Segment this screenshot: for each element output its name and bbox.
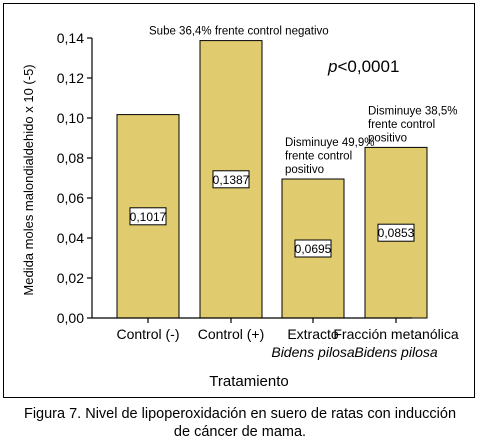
caption-line-2: de cáncer de mama. — [173, 424, 307, 440]
annotations: Sube 36,4% frente control negativo Dismin… — [149, 26, 457, 176]
y-tick-label: 0,04 — [57, 230, 84, 246]
data-label: 0,0853 — [378, 226, 415, 240]
data-label: 0,0695 — [295, 242, 332, 256]
bar-chart: 0,000,020,040,060,080,100,120,14 0,10170… — [21, 26, 459, 390]
y-tick-label: 0,08 — [57, 150, 84, 166]
x-axis: Control (-) Control (+) Extracto Bidens pil… — [92, 317, 459, 360]
annotation-text: Sube 36,4% frente control negativo — [149, 26, 329, 38]
data-label-box — [129, 207, 167, 226]
annotation-text: frente control — [285, 151, 352, 163]
caption-line-1: Figura 7. Nivel de lipoperoxidación en s… — [23, 406, 457, 422]
x-tick-label: Fracción metanólica — [333, 326, 458, 342]
y-tick-label: 0,06 — [57, 190, 84, 206]
bars: 0,1017 0,1387 0,0695 0,0853 — [116, 40, 428, 319]
figure-caption: Figura 7. Nivel de lipoperoxidación en s… — [0, 405, 480, 441]
x-tick-label: Control (-) — [116, 326, 179, 342]
y-tick-label: 0,14 — [57, 30, 84, 46]
data-label-box — [294, 239, 332, 258]
annotation-text: frente control — [368, 119, 435, 131]
y-tick-label: 0,02 — [57, 270, 84, 286]
x-tick-label: Control (+) — [198, 326, 265, 342]
y-tick-label: 0,10 — [57, 110, 84, 126]
y-axis-label: Medida moles malondialdehido x 10 (-5) — [21, 64, 36, 295]
x-tick-label: Extracto — [287, 326, 339, 342]
p-value-label: p<0,0001 — [327, 57, 399, 76]
data-label-box — [377, 223, 415, 242]
x-tick-label-species: Bidens pilosa — [271, 344, 354, 360]
annotation-text: Disminuye 38,5% — [368, 105, 457, 117]
bar — [199, 40, 263, 319]
annotation-text: Disminuye 49,9% — [285, 137, 374, 149]
y-tick-label: 0,12 — [57, 70, 84, 86]
annotation-text: positivo — [368, 132, 407, 144]
data-label: 0,1387 — [213, 173, 250, 187]
y-axis: 0,00 0,02 0,04 0,06 0,08 0,10 0,12 0,14 — [57, 30, 93, 326]
data-label: 0,1017 — [130, 210, 167, 224]
x-axis-label: Tratamiento — [209, 373, 288, 390]
y-tick-label: 0,00 — [57, 310, 84, 326]
x-tick-label-species: Bidens pilosa — [354, 344, 437, 360]
data-label-box — [212, 170, 250, 189]
annotation-text: positivo — [285, 164, 324, 176]
